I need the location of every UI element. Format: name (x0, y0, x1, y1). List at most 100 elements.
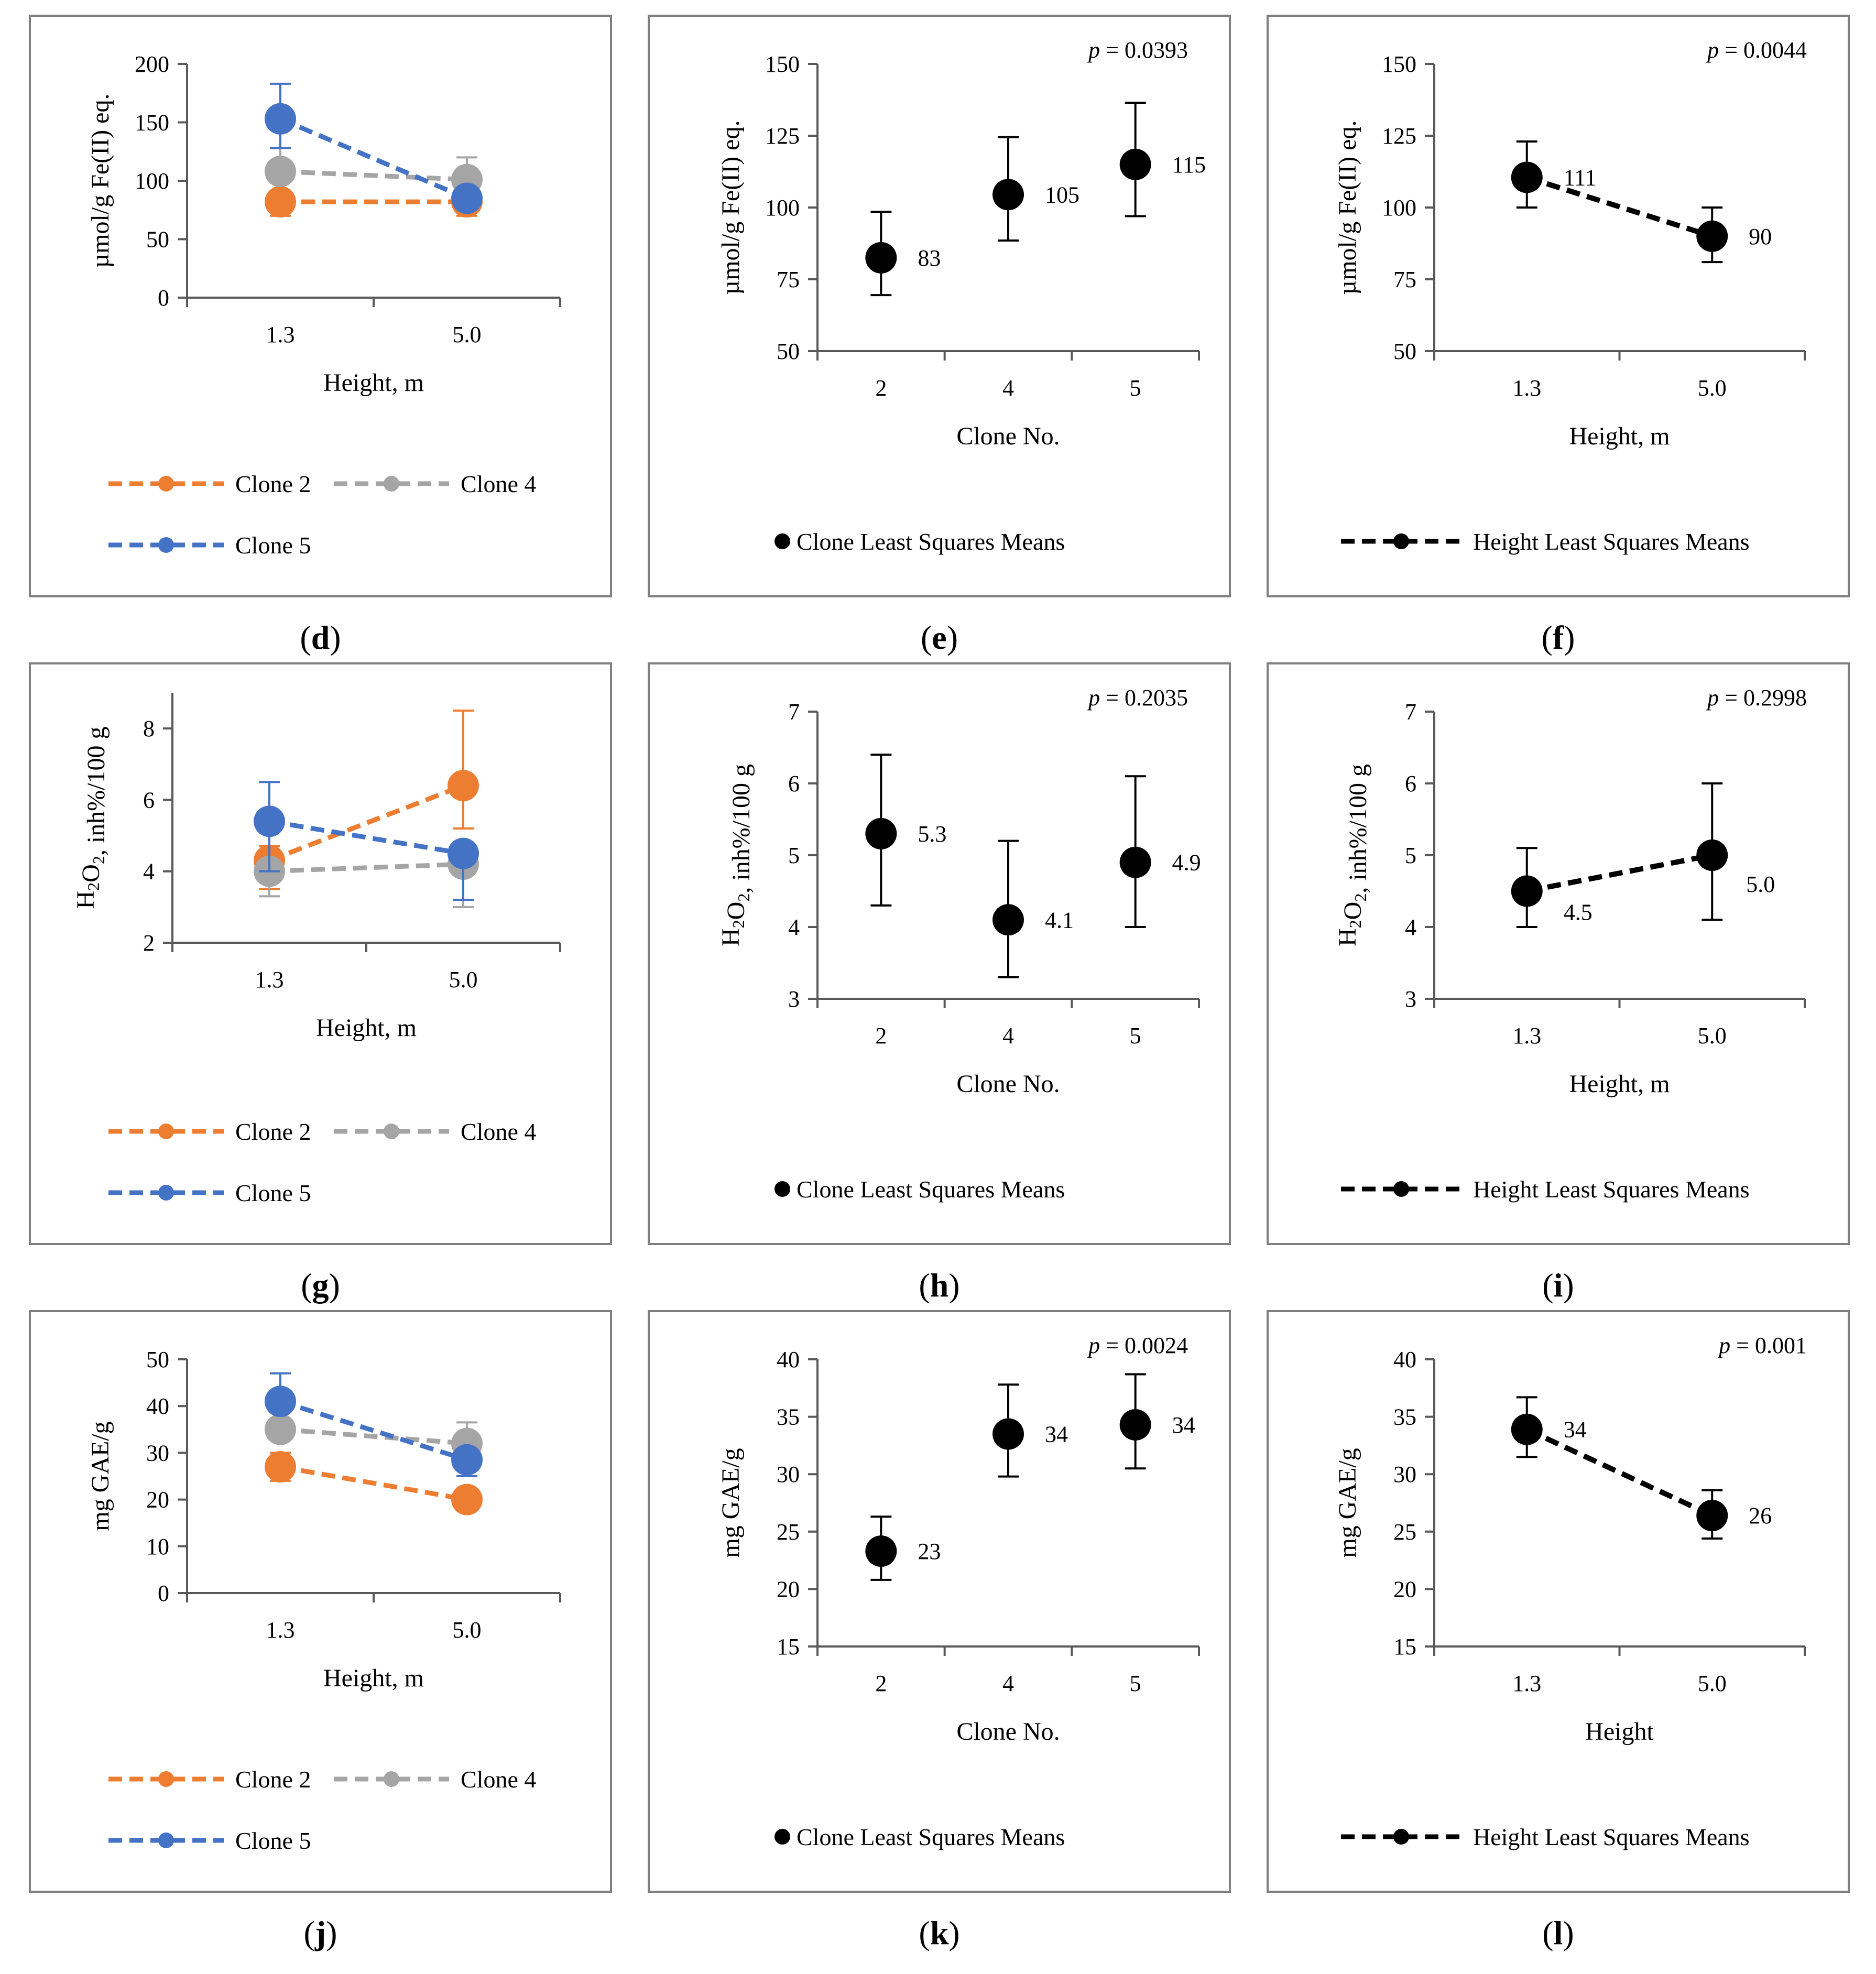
legend-marker (1393, 1829, 1409, 1845)
legend: Height Least Squares Means (1341, 1824, 1750, 1850)
chart-panel-k: 15 20 25 30 35 40 2 4 5 Clone No. mg GAE/g p = 0.00… (648, 1310, 1231, 1893)
legend-marker (775, 1181, 790, 1197)
chart-panel-j: 0 10 20 30 40 50 1.3 5.0 Height, m mg GAE/g Clone … (29, 1310, 612, 1893)
data-label: 23 (918, 1539, 941, 1564)
legend-entry: Clone Least Squares Means (775, 1176, 1065, 1203)
legend-label: Height Least Squares Means (1473, 1824, 1750, 1850)
legend-entry: Clone 2 (108, 471, 311, 497)
data-point (1119, 846, 1151, 878)
chart-panel-e: 50 75 100 125 150 2 4 5 Clone No. µmol/g Fe(II) e… (648, 15, 1231, 597)
y-tick-label: 25 (777, 1519, 800, 1545)
legend-marker (775, 533, 790, 549)
y-tick-label: 30 (777, 1462, 800, 1487)
y-tick-label: 6 (1405, 771, 1416, 797)
y-tick-label: 10 (146, 1534, 169, 1559)
panel-frame (29, 662, 612, 1245)
legend-entry: Clone 2 (108, 1766, 311, 1793)
legend-marker (1393, 533, 1409, 549)
legend-label: Clone 5 (235, 1827, 311, 1854)
legend-entry: Clone Least Squares Means (775, 528, 1065, 555)
data-point (265, 1413, 296, 1445)
x-tick-label: 4 (1002, 1671, 1014, 1696)
x-axis-title: Height, m (1569, 1070, 1670, 1098)
legend-entry: Clone 2 (108, 1118, 311, 1145)
y-tick-label: 40 (146, 1393, 169, 1419)
x-tick-label: 1.3 (1512, 375, 1541, 401)
y-tick-label: 50 (1393, 339, 1416, 364)
y-tick-label: 20 (146, 1487, 169, 1513)
legend-label: Clone Least Squares Means (797, 1824, 1065, 1850)
y-tick-label: 7 (788, 699, 800, 725)
series-clone-least-squares-means: 5.3 4.1 4.9 (865, 754, 1201, 978)
legend-label: Height Least Squares Means (1473, 1176, 1750, 1203)
x-tick-label: 4 (1002, 1023, 1014, 1049)
chart-panel-f: 50 75 100 125 150 1.3 5.0 Height, m µmol/g Fe(II… (1267, 15, 1850, 597)
x-axis-title: Height, m (316, 1014, 417, 1042)
y-tick-label: 40 (777, 1347, 800, 1372)
series-line (268, 783, 464, 863)
y-tick-label: 100 (765, 195, 800, 221)
y-tick-label: 15 (1393, 1634, 1416, 1660)
y-tick-label: 5 (788, 843, 800, 868)
y-tick-label: 0 (158, 1580, 169, 1606)
legend-marker (158, 1833, 174, 1848)
x-axis-title: Height, m (323, 369, 424, 397)
series-clone-least-squares-means: 23 34 34 (865, 1373, 1195, 1581)
data-point (448, 770, 479, 802)
data-label: 111 (1564, 165, 1597, 190)
y-tick-label: 6 (143, 787, 155, 813)
panel-frame (1267, 662, 1850, 1245)
legend-label: Clone 2 (235, 1766, 311, 1793)
p-value-label: p = 0.001 (1717, 1333, 1807, 1358)
p-value-label: p = 0.2035 (1087, 685, 1188, 711)
legend-label: Clone Least Squares Means (797, 528, 1065, 555)
x-axis-title: Height (1585, 1718, 1654, 1746)
panel-frame (29, 1310, 612, 1893)
data-point (1511, 875, 1543, 907)
data-label: 34 (1564, 1417, 1587, 1443)
panel-label-f: (f) (1542, 619, 1575, 656)
x-tick-label: 5.0 (449, 967, 478, 993)
legend-label: Height Least Squares Means (1473, 528, 1750, 555)
data-label: 83 (918, 245, 941, 271)
data-point (1696, 839, 1728, 871)
legend-marker (384, 476, 399, 492)
series-line (280, 1464, 467, 1502)
chart-panel-d: 0 50 100 150 200 1.3 5.0 Height, m µmol/g Fe(II)… (29, 15, 612, 597)
series-line (1526, 175, 1713, 239)
data-point (265, 1386, 296, 1417)
series-height-least-squares-means: 4.5 5.0 (1511, 782, 1775, 928)
chart-panel-i: 3 4 5 6 7 1.3 5.0 Height, m H2O2, inh%/100 g p = … (1267, 662, 1850, 1245)
panel-label-e: (e) (921, 619, 958, 656)
data-label: 105 (1045, 182, 1079, 208)
y-tick-label: 100 (135, 168, 169, 194)
y-axis-title: µmol/g Fe(II) eq. (1334, 121, 1361, 295)
panel-frame (648, 15, 1231, 597)
data-label: 4.1 (1045, 907, 1074, 933)
y-axis-title: H2O2, inh%/100 g (1334, 764, 1372, 946)
x-axis-title: Clone No. (956, 1070, 1060, 1098)
data-point (1119, 148, 1151, 180)
data-point (992, 904, 1024, 936)
legend-label: Clone Least Squares Means (797, 1176, 1065, 1203)
series-line (1526, 853, 1713, 894)
y-tick-label: 50 (146, 227, 169, 253)
data-label: 5.0 (1746, 871, 1775, 897)
y-tick-label: 15 (777, 1634, 800, 1660)
legend-label: Clone 4 (461, 1766, 536, 1793)
legend-label: Clone 4 (461, 471, 536, 497)
x-tick-label: 5 (1130, 1023, 1141, 1049)
y-tick-label: 75 (1393, 267, 1416, 292)
y-axis-title: mg GAE/g (86, 1421, 114, 1531)
y-tick-label: 3 (788, 986, 800, 1012)
y-tick-label: 8 (143, 716, 155, 741)
legend: Clone Least Squares Means (775, 528, 1065, 555)
legend-entry: Clone 5 (108, 1180, 311, 1206)
x-tick-label: 5.0 (453, 322, 482, 347)
data-point (265, 1451, 296, 1483)
legend: Clone Least Squares Means (775, 1176, 1065, 1203)
data-point (265, 156, 296, 188)
legend-marker (158, 1185, 174, 1201)
data-label: 34 (1172, 1412, 1195, 1438)
y-axis-title: H2O2, inh%/100 g (717, 764, 755, 946)
